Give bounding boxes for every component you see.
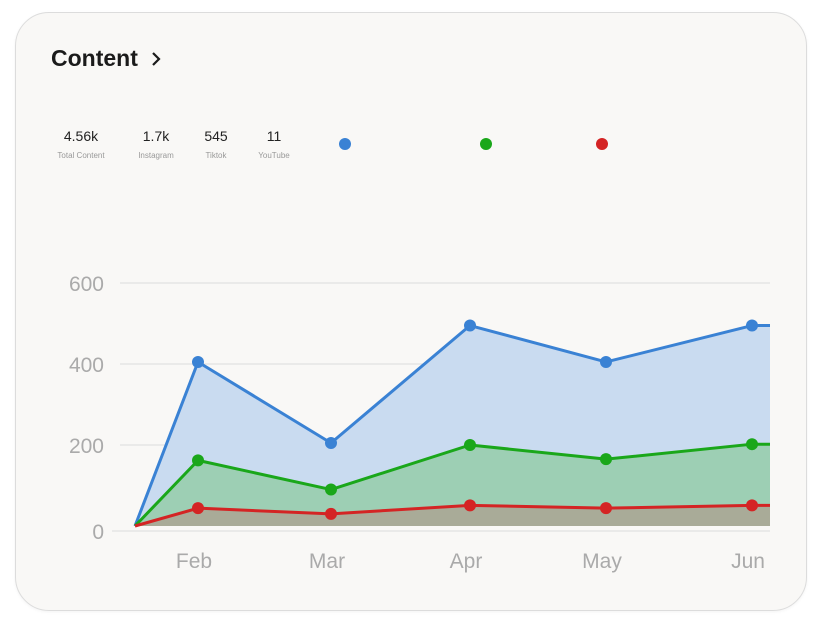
stat-youtube: 11 YouTube [252,128,296,160]
data-point [746,319,758,332]
stat-label: Instagram [138,151,174,160]
data-point [464,499,476,512]
x-tick-label: May [582,550,622,573]
data-point [464,319,476,332]
data-point [746,499,758,512]
stat-value: 1.7k [142,128,170,144]
data-point [746,438,758,451]
x-tick-label: Jun [731,550,765,573]
page-title: Content [51,45,138,71]
stat-instagram: 1.7k Instagram [130,128,182,160]
y-tick-label: 400 [69,354,104,377]
data-point [600,453,612,466]
stat-label: Tiktok [205,151,227,160]
stat-value: 11 [266,128,282,144]
data-point [325,483,337,496]
x-tick-label: Apr [450,550,483,573]
data-point [600,502,612,515]
data-point [464,439,476,451]
data-point [600,355,612,368]
x-tick-label: Feb [176,550,212,573]
stat-label: Total Content [57,151,105,160]
y-tick-label: 200 [69,435,104,458]
y-tick-label: 0 [92,521,104,544]
stat-value: 4.56k [63,128,99,144]
y-tick-label: 600 [69,273,104,296]
data-point [192,355,204,368]
legend-dot-red [596,138,608,150]
content-title-link[interactable]: Content [51,45,162,72]
data-point [192,454,204,467]
chevron-right-icon [152,51,161,66]
stat-label: YouTube [258,151,290,160]
legend-dot-green [480,138,492,150]
data-point [325,507,337,520]
x-tick-label: Mar [309,550,345,573]
stat-tiktok: 545 Tiktok [196,128,236,160]
stat-value: 545 [204,128,228,144]
data-point [192,502,204,515]
legend-dot-blue [339,138,351,150]
data-point [325,436,337,449]
stat-total-content: 4.56k Total Content [52,128,110,160]
